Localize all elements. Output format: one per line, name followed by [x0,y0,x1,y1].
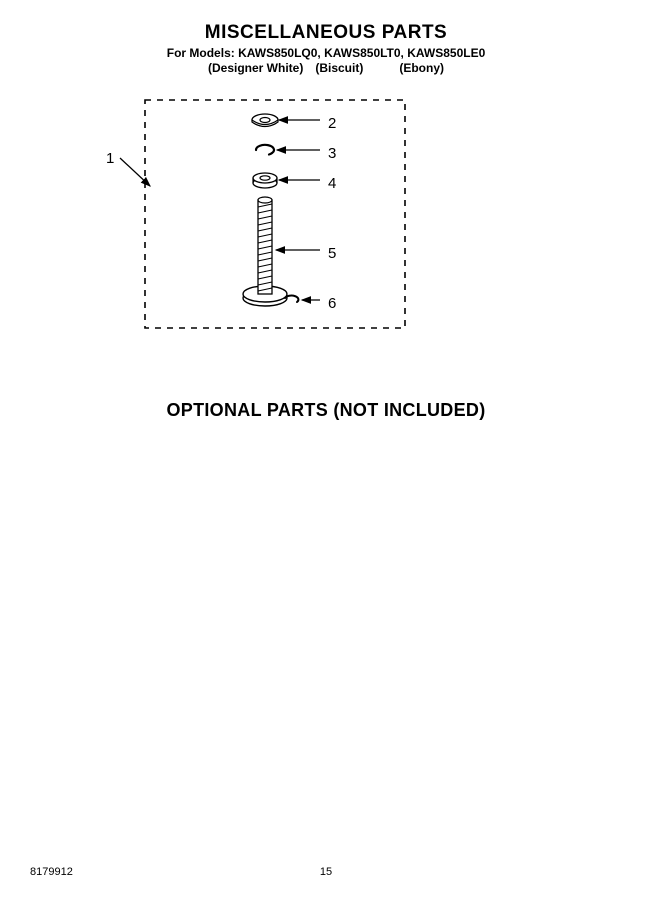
parts-diagram [90,95,390,325]
callout-6: 6 [328,295,336,312]
callout-5: 5 [328,245,336,262]
page: MISCELLANEOUS PARTS For Models: KAWS850L… [0,0,652,900]
diagram-svg [90,95,430,335]
colors-line: (Designer White) (Biscuit) (Ebony) [0,61,652,75]
callout-4: 4 [328,175,336,192]
models-line: For Models: KAWS850LQ0, KAWS850LT0, KAWS… [0,46,652,60]
callout-2: 2 [328,115,336,132]
footer-page-number: 15 [0,866,652,878]
callout-3: 3 [328,145,336,162]
optional-parts-title: OPTIONAL PARTS (NOT INCLUDED) [0,400,652,421]
callout-1: 1 [106,150,114,167]
page-title: MISCELLANEOUS PARTS [0,0,652,44]
